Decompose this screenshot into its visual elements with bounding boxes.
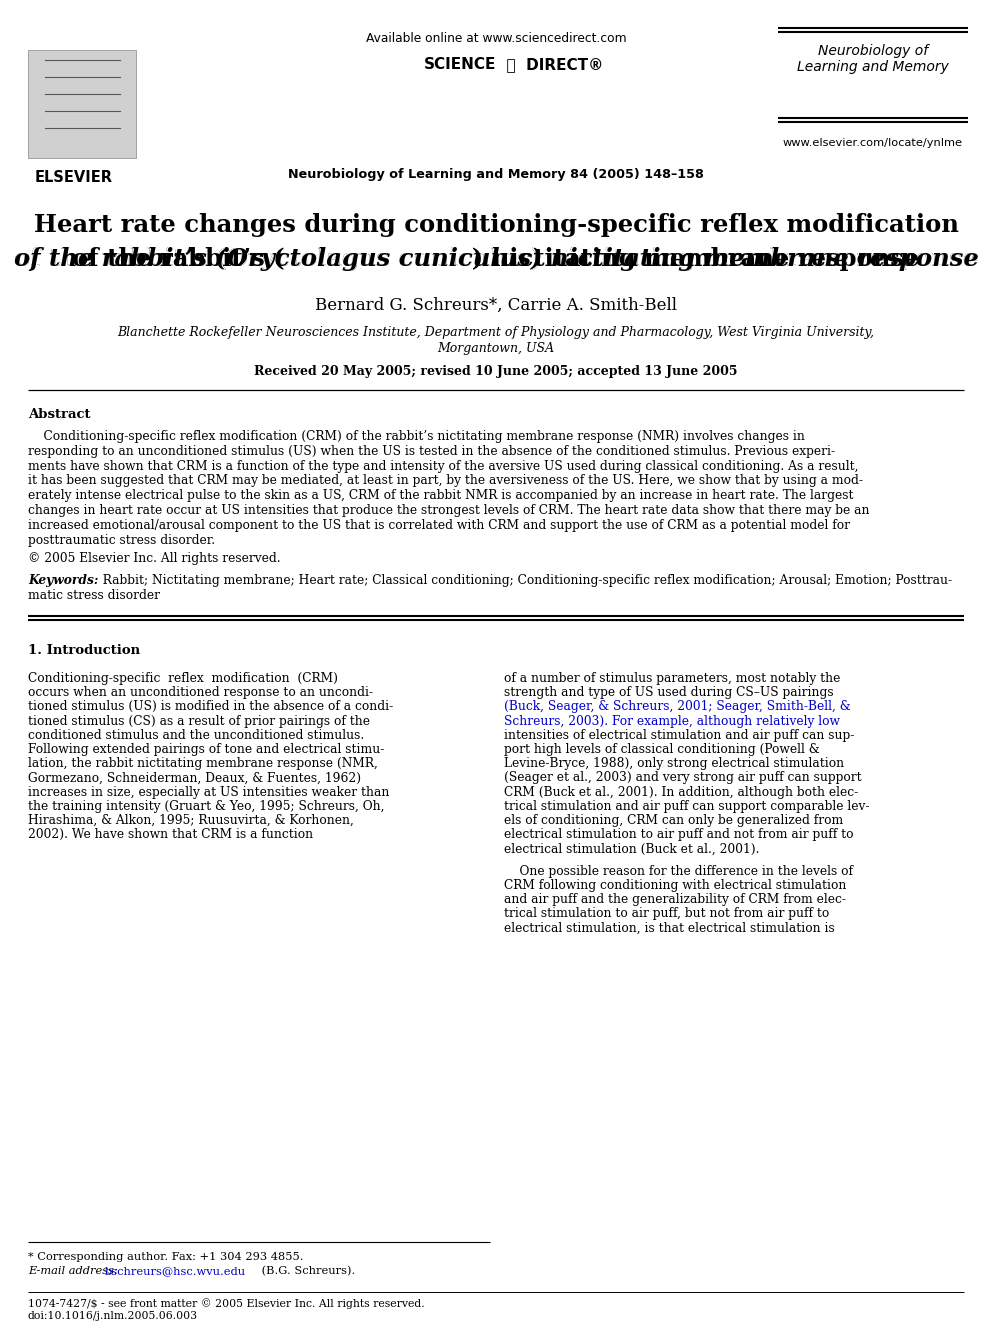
Text: it has been suggested that CRM may be mediated, at least in part, by the aversiv: it has been suggested that CRM may be me… <box>28 475 863 487</box>
Text: E-mail address:: E-mail address: <box>28 1266 118 1275</box>
Text: trical stimulation and air puff can support comparable lev-: trical stimulation and air puff can supp… <box>504 800 870 812</box>
Text: Hirashima, & Alkon, 1995; Ruusuvirta, & Korhonen,: Hirashima, & Alkon, 1995; Ruusuvirta, & … <box>28 814 354 827</box>
Text: ELSEVIER: ELSEVIER <box>35 169 113 185</box>
Text: of the rabbit’s (                      ) nictitating membrane response: of the rabbit’s ( ) nictitating membrane… <box>72 247 920 271</box>
Text: tioned stimulus (CS) as a result of prior pairings of the: tioned stimulus (CS) as a result of prio… <box>28 714 370 728</box>
Text: * Corresponding author. Fax: +1 304 293 4855.: * Corresponding author. Fax: +1 304 293 … <box>28 1252 304 1262</box>
Text: Rabbit; Nictitating membrane; Heart rate; Classical conditioning; Conditioning-s: Rabbit; Nictitating membrane; Heart rate… <box>95 574 952 587</box>
Text: ⓐ  DIRECT®: ⓐ DIRECT® <box>496 57 603 71</box>
Text: port high levels of classical conditioning (Powell &: port high levels of classical conditioni… <box>504 744 819 755</box>
Text: occurs when an unconditioned response to an uncondi-: occurs when an unconditioned response to… <box>28 687 373 699</box>
Text: Neurobiology of Learning and Memory 84 (2005) 148–158: Neurobiology of Learning and Memory 84 (… <box>288 168 704 181</box>
Text: Gormezano, Schneiderman, Deaux, & Fuentes, 1962): Gormezano, Schneiderman, Deaux, & Fuente… <box>28 771 361 785</box>
Text: tioned stimulus (US) is modified in the absence of a condi-: tioned stimulus (US) is modified in the … <box>28 700 393 713</box>
Text: (B.G. Schreurs).: (B.G. Schreurs). <box>258 1266 355 1277</box>
Text: Keywords:: Keywords: <box>28 574 98 587</box>
Text: 1. Introduction: 1. Introduction <box>28 644 140 658</box>
Text: of a number of stimulus parameters, most notably the: of a number of stimulus parameters, most… <box>504 672 840 685</box>
Text: of the rabbit’s (Oryctolagus cuniculus) nictitating membrane response: of the rabbit’s (Oryctolagus cuniculus) … <box>14 247 978 271</box>
Text: electrical stimulation to air puff and not from air puff to: electrical stimulation to air puff and n… <box>504 828 853 841</box>
Text: (Buck, Seager, & Schreurs, 2001; Seager, Smith-Bell, &: (Buck, Seager, & Schreurs, 2001; Seager,… <box>504 700 850 713</box>
Text: Morgantown, USA: Morgantown, USA <box>437 343 555 355</box>
Text: Available online at www.sciencedirect.com: Available online at www.sciencedirect.co… <box>366 32 626 45</box>
Text: trical stimulation to air puff, but not from air puff to: trical stimulation to air puff, but not … <box>504 908 829 921</box>
Text: bschreurs@hsc.wvu.edu: bschreurs@hsc.wvu.edu <box>105 1266 246 1275</box>
Text: responding to an unconditioned stimulus (US) when the US is tested in the absenc: responding to an unconditioned stimulus … <box>28 445 835 458</box>
Text: lation, the rabbit nictitating membrane response (NMR,: lation, the rabbit nictitating membrane … <box>28 757 378 770</box>
Text: © 2005 Elsevier Inc. All rights reserved.: © 2005 Elsevier Inc. All rights reserved… <box>28 553 281 565</box>
Text: CRM (Buck et al., 2001). In addition, although both elec-: CRM (Buck et al., 2001). In addition, al… <box>504 786 858 799</box>
Text: conditioned stimulus and the unconditioned stimulus.: conditioned stimulus and the uncondition… <box>28 729 364 742</box>
Text: erately intense electrical pulse to the skin as a US, CRM of the rabbit NMR is a: erately intense electrical pulse to the … <box>28 490 853 503</box>
Text: Bernard G. Schreurs*, Carrie A. Smith-Bell: Bernard G. Schreurs*, Carrie A. Smith-Be… <box>315 296 677 314</box>
Text: changes in heart rate occur at US intensities that produce the strongest levels : changes in heart rate occur at US intens… <box>28 504 870 517</box>
Text: Levine-Bryce, 1988), only strong electrical stimulation: Levine-Bryce, 1988), only strong electri… <box>504 757 844 770</box>
Text: ments have shown that CRM is a function of the type and intensity of the aversiv: ments have shown that CRM is a function … <box>28 459 858 472</box>
Text: 2002). We have shown that CRM is a function: 2002). We have shown that CRM is a funct… <box>28 828 313 841</box>
Text: and air puff and the generalizability of CRM from elec-: and air puff and the generalizability of… <box>504 893 846 906</box>
Text: Blanchette Rockefeller Neurosciences Institute, Department of Physiology and Pha: Blanchette Rockefeller Neurosciences Ins… <box>117 325 875 339</box>
Text: Received 20 May 2005; revised 10 June 2005; accepted 13 June 2005: Received 20 May 2005; revised 10 June 20… <box>254 365 738 378</box>
Text: Learning and Memory: Learning and Memory <box>797 60 949 74</box>
Text: One possible reason for the difference in the levels of: One possible reason for the difference i… <box>504 865 853 877</box>
Text: of the rabbit’s (Oryctolagus cuniculus) nictitating membrane response: of the rabbit’s (Oryctolagus cuniculus) … <box>14 247 978 271</box>
Text: Abstract: Abstract <box>28 407 90 421</box>
Text: strength and type of US used during CS–US pairings: strength and type of US used during CS–U… <box>504 687 833 699</box>
Bar <box>28 50 136 157</box>
Text: Neurobiology of: Neurobiology of <box>818 44 929 58</box>
Text: electrical stimulation, is that electrical stimulation is: electrical stimulation, is that electric… <box>504 921 834 934</box>
Text: doi:10.1016/j.nlm.2005.06.003: doi:10.1016/j.nlm.2005.06.003 <box>28 1311 198 1320</box>
Text: intensities of electrical stimulation and air puff can sup-: intensities of electrical stimulation an… <box>504 729 854 742</box>
Text: increased emotional/arousal component to the US that is correlated with CRM and : increased emotional/arousal component to… <box>28 519 850 532</box>
Text: Following extended pairings of tone and electrical stimu-: Following extended pairings of tone and … <box>28 744 384 755</box>
Text: electrical stimulation (Buck et al., 2001).: electrical stimulation (Buck et al., 200… <box>504 843 760 856</box>
Text: increases in size, especially at US intensities weaker than: increases in size, especially at US inte… <box>28 786 390 799</box>
Text: SCIENCE: SCIENCE <box>424 57 496 71</box>
Text: Conditioning-specific  reflex  modification  (CRM): Conditioning-specific reflex modificatio… <box>28 672 338 685</box>
Text: the training intensity (Gruart & Yeo, 1995; Schreurs, Oh,: the training intensity (Gruart & Yeo, 19… <box>28 800 385 812</box>
Text: els of conditioning, CRM can only be generalized from: els of conditioning, CRM can only be gen… <box>504 814 843 827</box>
Text: matic stress disorder: matic stress disorder <box>28 589 160 602</box>
Text: of the rabbit’s (Oryctolagus cuniculus) nictitating membrane response: of the rabbit’s (Oryctolagus cuniculus) … <box>14 247 978 271</box>
Text: Heart rate changes during conditioning-specific reflex modification: Heart rate changes during conditioning-s… <box>34 213 958 237</box>
Text: posttraumatic stress disorder.: posttraumatic stress disorder. <box>28 533 215 546</box>
Text: Conditioning-specific reflex modification (CRM) of the rabbit’s nictitating memb: Conditioning-specific reflex modificatio… <box>28 430 805 443</box>
Text: 1074-7427/$ - see front matter © 2005 Elsevier Inc. All rights reserved.: 1074-7427/$ - see front matter © 2005 El… <box>28 1298 425 1308</box>
Text: CRM following conditioning with electrical stimulation: CRM following conditioning with electric… <box>504 878 846 892</box>
Text: (Seager et al., 2003) and very strong air puff can support: (Seager et al., 2003) and very strong ai… <box>504 771 862 785</box>
Text: www.elsevier.com/locate/ynlme: www.elsevier.com/locate/ynlme <box>783 138 963 148</box>
Text: Schreurs, 2003). For example, although relatively low: Schreurs, 2003). For example, although r… <box>504 714 840 728</box>
